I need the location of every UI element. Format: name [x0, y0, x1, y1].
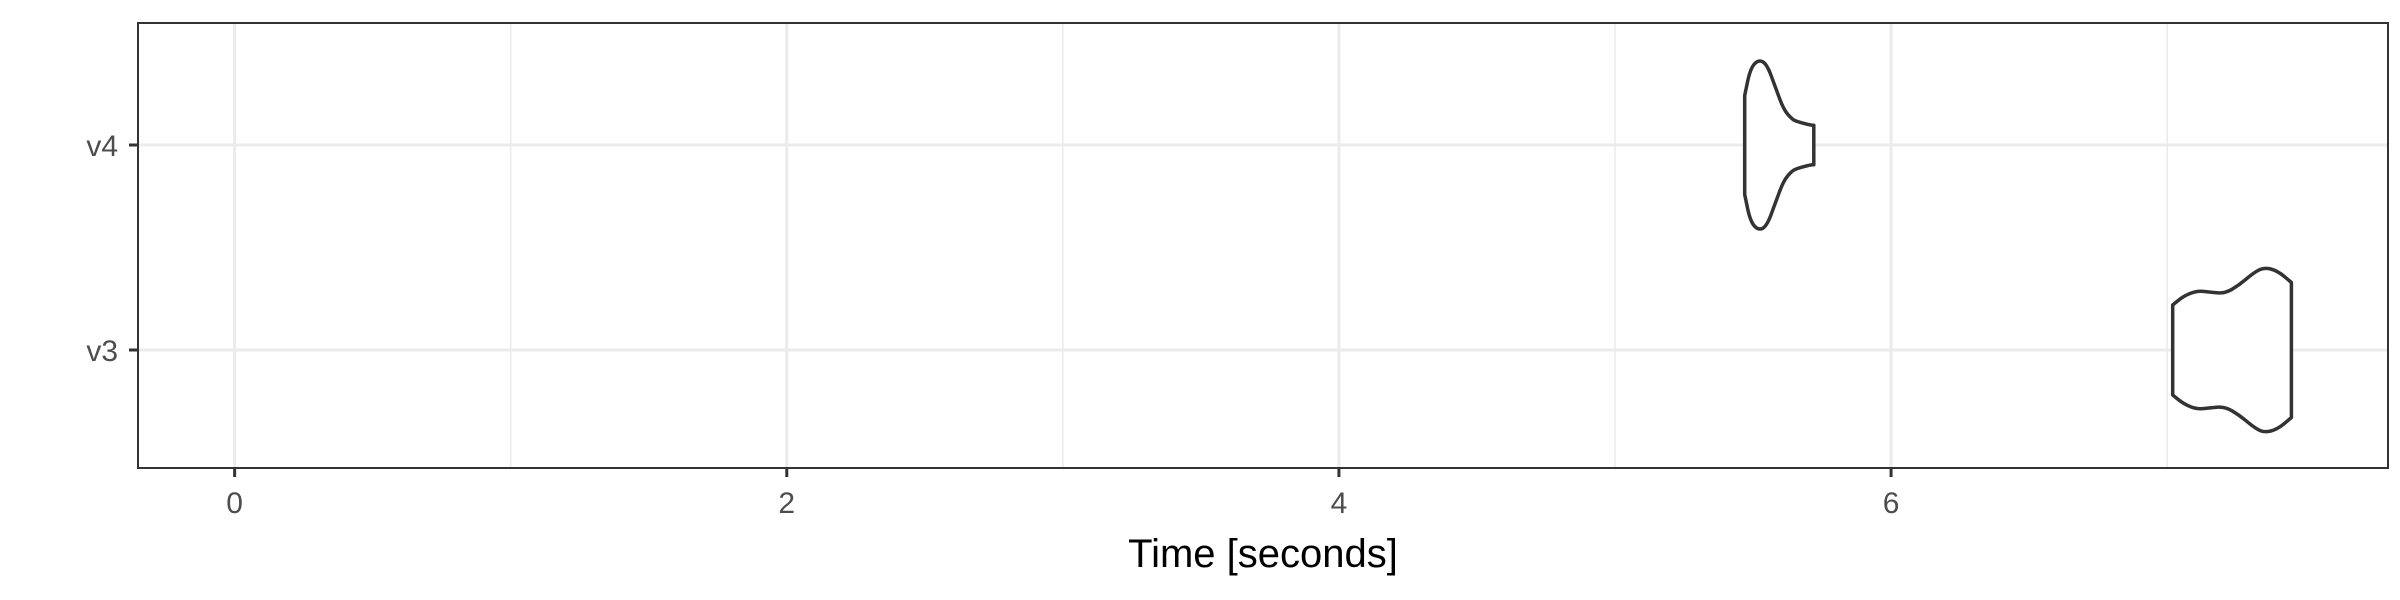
- x-tick-label: 4: [1331, 487, 1348, 520]
- y-tick-label-v4: v4: [86, 130, 118, 163]
- y-axis: v3 v4: [86, 130, 138, 368]
- x-tick-label: 0: [226, 487, 243, 520]
- violin-v4: [1742, 59, 1816, 231]
- panel-border: [137, 22, 2389, 469]
- x-tick-label: 2: [778, 487, 795, 520]
- violin-v3: [2170, 266, 2294, 434]
- violin-layer: [1742, 59, 2294, 434]
- x-tick-label: 6: [1883, 487, 1900, 520]
- y-tick-label-v3: v3: [86, 335, 118, 368]
- x-axis-title: Time [seconds]: [1128, 532, 1398, 576]
- grid-layer: [138, 23, 2388, 468]
- x-axis: 0 2 4 6: [226, 468, 1899, 520]
